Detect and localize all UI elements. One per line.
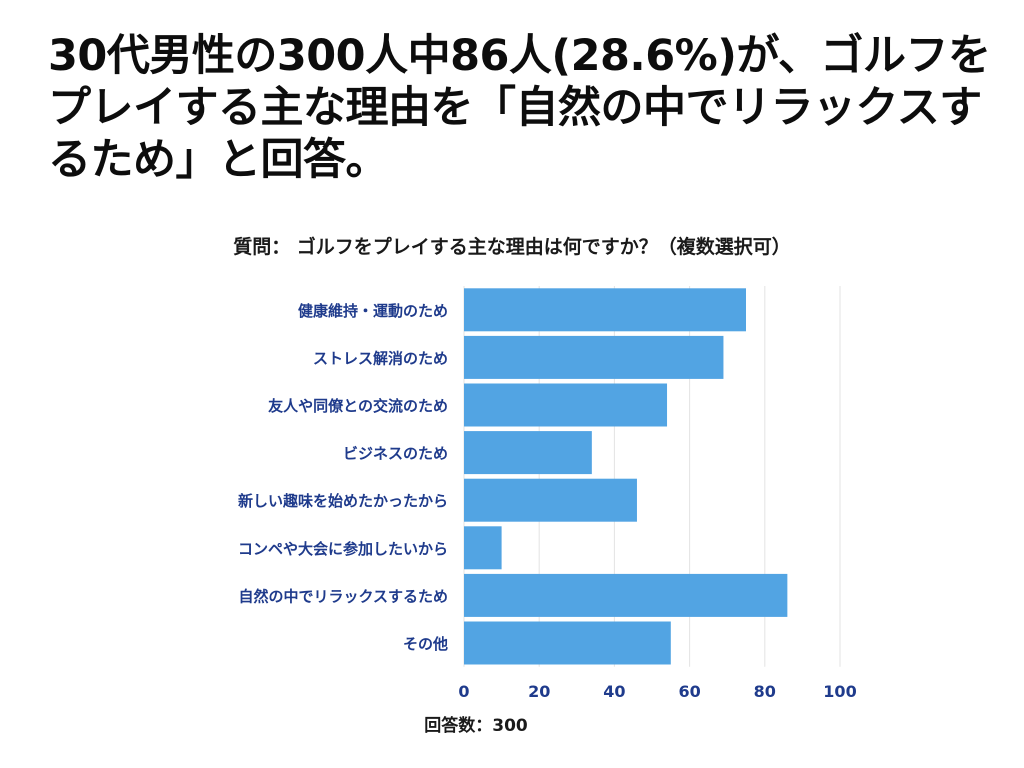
bar [464, 526, 502, 569]
category-label: コンペや大会に参加したいから [238, 540, 448, 558]
x-tick-label: 20 [528, 682, 550, 701]
bar [464, 479, 637, 522]
category-labels: 健康維持・運動のためストレス解消のため友人や同僚との交流のためビジネスのため新し… [238, 302, 448, 653]
bar-chart: 健康維持・運動のためストレス解消のため友人や同僚との交流のためビジネスのため新し… [0, 0, 1024, 768]
bar [464, 622, 671, 665]
category-label: 友人や同僚との交流のため [268, 397, 448, 415]
category-label: 新しい趣味を始めたかったから [238, 492, 448, 510]
category-label: その他 [403, 635, 448, 653]
x-tick-label: 100 [823, 682, 856, 701]
bar [464, 288, 746, 331]
category-label: 健康維持・運動のため [298, 302, 448, 320]
bar [464, 336, 723, 379]
category-label: 自然の中でリラックスするため [238, 587, 448, 605]
category-label: ビジネスのため [343, 445, 448, 463]
x-tick-labels: 0 20 40 60 80 100 [458, 682, 856, 701]
bar [464, 431, 592, 474]
category-label: ストレス解消のため [313, 349, 448, 367]
bar [464, 574, 787, 617]
x-tick-label: 0 [458, 682, 469, 701]
bar [464, 384, 667, 427]
bars [464, 288, 787, 664]
response-count: 回答数：300 [0, 711, 952, 736]
x-tick-label: 60 [678, 682, 700, 701]
x-tick-label: 40 [603, 682, 625, 701]
x-tick-label: 80 [754, 682, 776, 701]
